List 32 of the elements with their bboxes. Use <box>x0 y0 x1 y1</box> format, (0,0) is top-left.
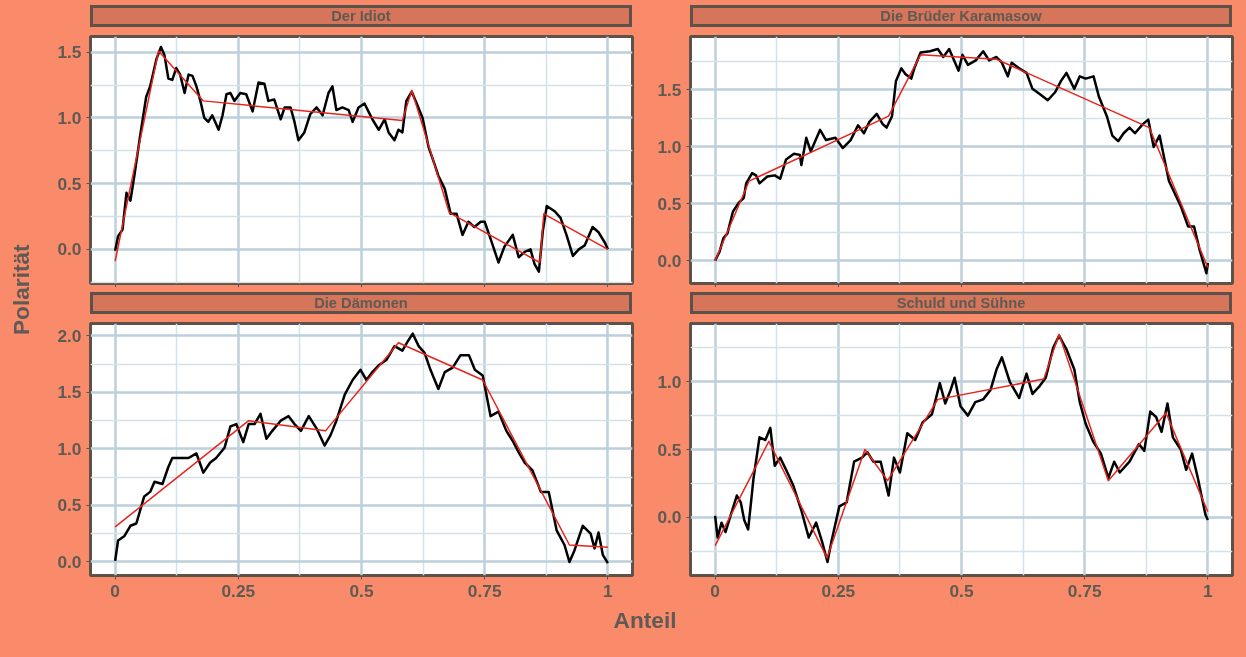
x-tick-label: 0.25 <box>821 580 856 601</box>
y-tick-label: 1.0 <box>57 107 82 128</box>
y-tick-label: 0.0 <box>657 250 682 271</box>
x-axis-title: Anteil <box>613 606 677 635</box>
y-axis-title: Polarität <box>7 244 35 336</box>
x-tick-label: 0 <box>710 580 720 601</box>
y-tick-label: 1.5 <box>57 42 82 63</box>
x-tick-label: 0 <box>110 580 120 601</box>
y-tick-label: 0.5 <box>57 173 82 194</box>
chart-title: Die Dämonen <box>314 295 408 311</box>
x-tick-label: 0.25 <box>221 580 256 601</box>
y-tick-label: 2.0 <box>57 325 82 346</box>
x-tick-label: 1 <box>1203 580 1214 601</box>
y-tick-label: 0.0 <box>57 239 82 260</box>
y-tick-label: 1.0 <box>657 136 682 157</box>
x-tick-label: 0.75 <box>1067 580 1102 601</box>
chart-title: Schuld und Sühne <box>896 295 1026 311</box>
y-tick-label: 1.0 <box>657 371 682 392</box>
y-tick-label: 0.5 <box>657 439 682 460</box>
y-tick-label: 1.5 <box>657 80 682 100</box>
y-tick-label: 0.0 <box>57 551 82 572</box>
x-tick-label: 0.75 <box>467 580 502 601</box>
x-tick-label: 1 <box>603 580 614 601</box>
y-tick-label: 1.5 <box>57 382 82 403</box>
chart-title: Der Idiot <box>331 8 391 24</box>
x-tick-label: 0.5 <box>349 580 374 601</box>
chart-title: Die Brüder Karamasow <box>880 8 1042 24</box>
y-tick-label: 0.5 <box>57 495 82 516</box>
x-tick-label: 0.5 <box>949 580 974 601</box>
y-tick-label: 0.0 <box>657 507 682 528</box>
y-tick-label: 1.0 <box>57 438 82 459</box>
y-tick-label: 0.5 <box>657 193 682 214</box>
